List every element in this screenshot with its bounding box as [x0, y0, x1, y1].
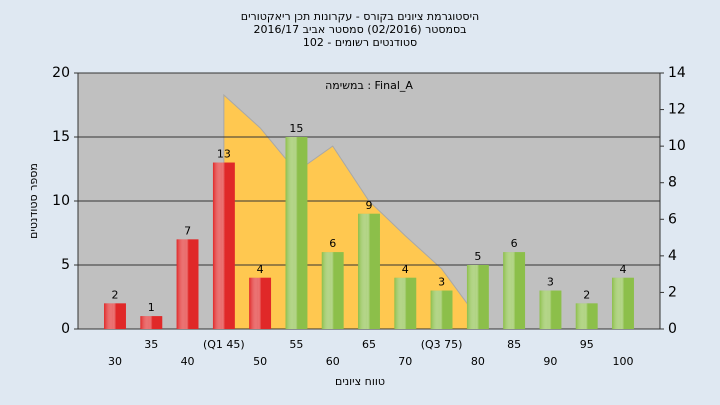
value-label: 5: [474, 250, 481, 263]
y-tick-label: 15: [52, 129, 70, 145]
bar-shine: [212, 162, 235, 329]
value-label: 4: [620, 263, 627, 276]
value-label: 9: [366, 199, 373, 212]
x-axis-label: טווח ציונים: [335, 375, 385, 388]
value-label: 13: [217, 148, 231, 161]
bar-shine: [575, 303, 598, 329]
value-label: 4: [257, 263, 264, 276]
x-tick-label: 30: [108, 355, 122, 368]
bar-shine: [285, 137, 308, 329]
value-label: 2: [583, 288, 590, 301]
x-tick-label: 40: [181, 355, 195, 368]
y2-tick-label: 14: [668, 65, 686, 81]
x-tick-label: (Q3 75): [421, 338, 463, 351]
x-tick-label: 55: [289, 338, 303, 351]
x-tick-label: 100: [613, 355, 634, 368]
value-label: 6: [329, 237, 336, 250]
x-tick-label: 95: [580, 338, 594, 351]
value-label: 15: [289, 122, 303, 135]
bar-shine: [503, 252, 526, 329]
y2-tick-label: 2: [668, 284, 677, 300]
y2-tick-label: 12: [668, 102, 686, 118]
y-tick-label: 0: [61, 321, 70, 337]
value-label: 2: [112, 288, 119, 301]
y2-tick-label: 8: [668, 175, 677, 191]
bar-shine: [176, 239, 199, 329]
value-label: 3: [438, 276, 445, 289]
y2-tick-label: 4: [668, 248, 677, 264]
bar-shine: [394, 277, 417, 329]
y-tick-label: 5: [61, 257, 70, 273]
y-axis-label: מספר סטודנטים: [27, 163, 40, 239]
value-label: 4: [402, 263, 409, 276]
value-label: 6: [511, 237, 518, 250]
bar-shine: [466, 265, 489, 329]
x-tick-label: (Q1 45): [203, 338, 245, 351]
y-tick-label: 10: [52, 193, 70, 209]
bar-shine: [140, 316, 163, 329]
title: סטודנטים רשומים - 102: [303, 36, 417, 49]
x-tick-label: 80: [471, 355, 485, 368]
x-tick-label: 70: [398, 355, 412, 368]
title: בסמסטר (02/2016) סמסטר אביב 2016/17: [253, 23, 466, 36]
x-tick-label: 60: [326, 355, 340, 368]
x-tick-label: 90: [543, 355, 557, 368]
title: היסטוגרמת ציונים בקורס - עקרונות תכן ריא…: [241, 10, 479, 23]
x-tick-label: 85: [507, 338, 521, 351]
x-tick-label: 50: [253, 355, 267, 368]
value-label: 3: [547, 276, 554, 289]
x-tick-label: 65: [362, 338, 376, 351]
bar-shine: [358, 213, 380, 329]
y2-tick-label: 0: [668, 321, 677, 337]
y2-tick-label: 10: [668, 138, 686, 154]
y2-tick-label: 6: [668, 211, 677, 227]
value-label: 1: [148, 301, 155, 314]
bar-shine: [249, 277, 272, 329]
x-tick-label: 35: [144, 338, 158, 351]
y-tick-label: 20: [52, 65, 70, 81]
bar-shine: [430, 290, 453, 329]
value-label: 7: [184, 224, 191, 237]
annotation: במשימה : Final_A: [325, 79, 413, 92]
bar-shine: [539, 290, 562, 329]
bar-shine: [104, 303, 126, 329]
bar-shine: [612, 277, 634, 329]
bar-shine: [321, 252, 344, 329]
